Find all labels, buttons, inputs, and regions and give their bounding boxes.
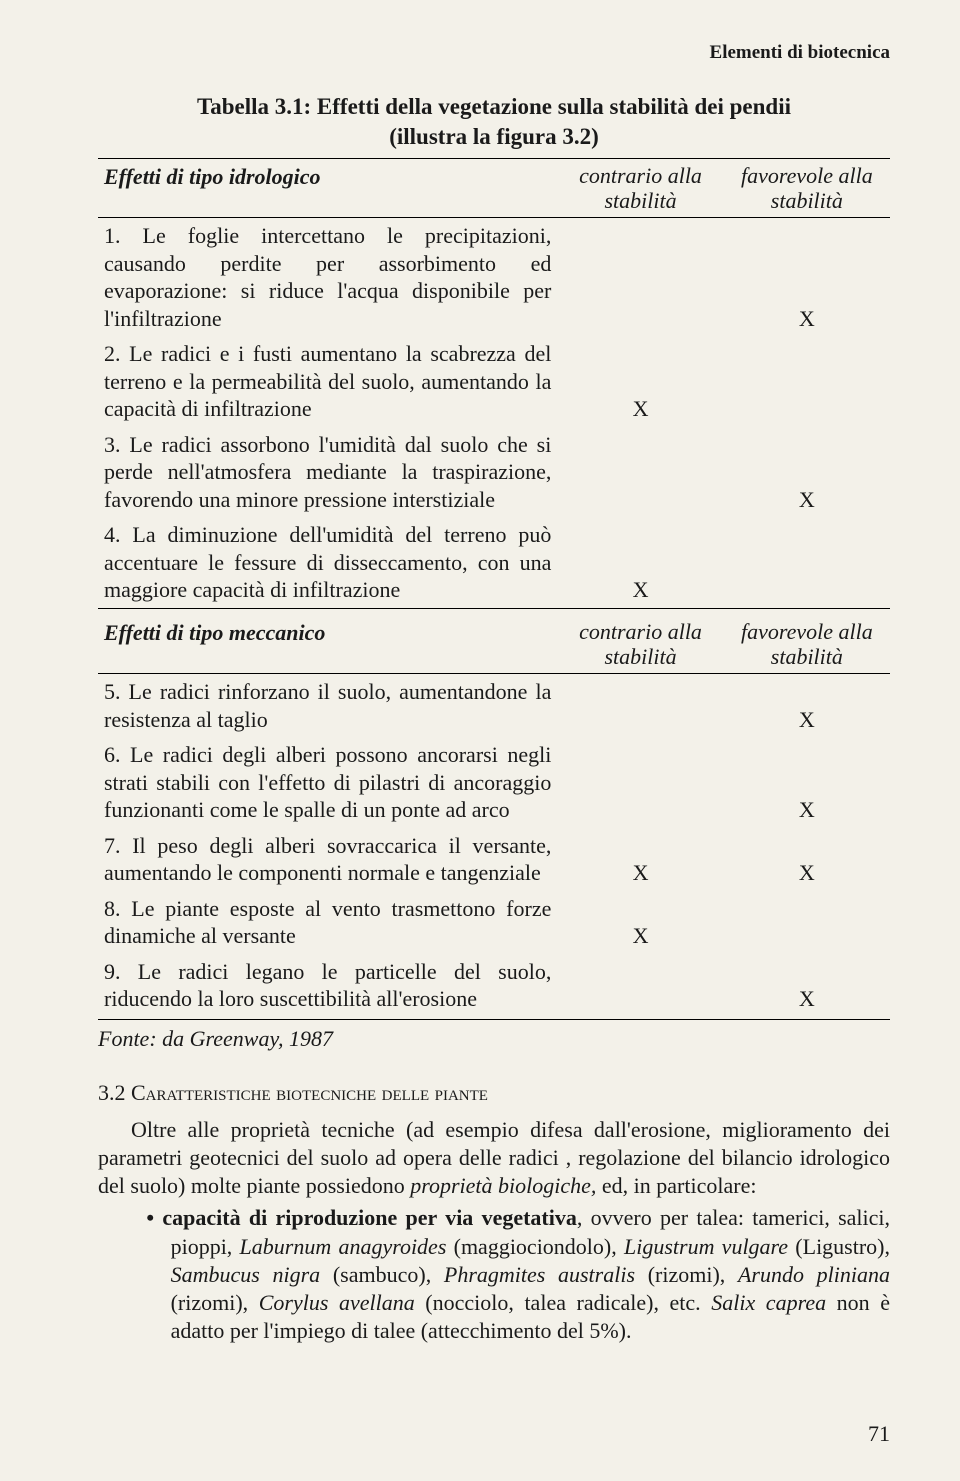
col2-a: favorevole alla	[741, 163, 873, 188]
bullet-bold: capacità di riproduzione per via vegetat…	[162, 1205, 577, 1230]
page-number: 71	[868, 1421, 890, 1447]
table-row: 6. Le radici degli alberi possono ancora…	[98, 737, 890, 828]
para-tail: ed, in particolare:	[596, 1173, 756, 1198]
table-row: 4. La diminuzione dell'umidità del terre…	[98, 517, 890, 608]
col2-b-2: stabilità	[771, 644, 843, 669]
effect-text: 6. Le radici degli alberi possono ancora…	[98, 737, 557, 828]
mark-favorable: X	[724, 674, 890, 738]
bt7: (nocciolo, talea radicale), etc.	[415, 1290, 712, 1315]
mark-contrary	[557, 737, 723, 828]
effect-text: 8. Le piante esposte al vento trasmetton…	[98, 891, 557, 954]
table-row: 9. Le radici legano le particelle del su…	[98, 954, 890, 1017]
section-heading: 3.2 Caratteristiche biotecniche delle pi…	[98, 1080, 890, 1106]
running-head: Elementi di biotecnica	[98, 42, 890, 64]
mark-contrary	[557, 427, 723, 518]
table-row: 5. Le radici rinforzano il suolo, aument…	[98, 674, 890, 738]
mark-favorable	[724, 336, 890, 427]
be7: Salix caprea	[711, 1290, 826, 1315]
col2-b: stabilità	[771, 188, 843, 213]
col1-b: stabilità	[604, 188, 676, 213]
effect-text: 3. Le radici assorbono l'umidità dal suo…	[98, 427, 557, 518]
table-source: Fonte: da Greenway, 1987	[98, 1019, 890, 1052]
table-title-line1: Tabella 3.1: Effetti della vegetazione s…	[197, 94, 791, 119]
table-row: 2. Le radici e i fusti aumentano la scab…	[98, 336, 890, 427]
section1-label: Effetti di tipo idrologico	[98, 158, 557, 218]
mark-favorable: X	[724, 218, 890, 337]
effects-table: Effetti di tipo idrologico contrario all…	[98, 158, 890, 1017]
mark-favorable	[724, 891, 890, 954]
col1-a-2: contrario alla	[579, 619, 702, 644]
be5: Arundo pliniana	[738, 1262, 890, 1287]
mark-contrary	[557, 954, 723, 1017]
section-number: 3.2	[98, 1080, 131, 1105]
col-favorable-head: favorevole alla stabilità	[724, 158, 890, 218]
effect-text: 4. La diminuzione dell'umidità del terre…	[98, 517, 557, 608]
mark-favorable: X	[724, 828, 890, 891]
table-row: 1. Le foglie intercettano le precipitazi…	[98, 218, 890, 337]
effect-text: 9. Le radici legano le particelle del su…	[98, 954, 557, 1017]
mark-contrary	[557, 674, 723, 738]
table-title-line2: (illustra la figura 3.2)	[389, 124, 599, 149]
bt2: (maggiociondolo),	[446, 1234, 624, 1259]
bt5: (rizomi),	[635, 1262, 738, 1287]
effect-text: 2. Le radici e i fusti aumentano la scab…	[98, 336, 557, 427]
para-em: proprietà biologiche,	[410, 1173, 596, 1198]
bullet-list: capacità di riproduzione per via vegetat…	[146, 1204, 890, 1345]
table-row: 3. Le radici assorbono l'umidità dal suo…	[98, 427, 890, 518]
mark-contrary	[557, 218, 723, 337]
col1-a: contrario alla	[579, 163, 702, 188]
table-row: 7. Il peso degli alberi sovraccarica il …	[98, 828, 890, 891]
effect-text: 5. Le radici rinforzano il suolo, aument…	[98, 674, 557, 738]
mark-contrary: X	[557, 336, 723, 427]
mark-favorable: X	[724, 954, 890, 1017]
bt6: (rizomi),	[171, 1290, 259, 1315]
section-title: Caratteristiche biotecniche delle piante	[131, 1080, 488, 1105]
be4: Phragmites australis	[444, 1262, 635, 1287]
mark-contrary: X	[557, 517, 723, 608]
body-paragraph: Oltre alle proprietà tecniche (ad esempi…	[98, 1116, 890, 1200]
section2-label: Effetti di tipo meccanico	[98, 608, 557, 674]
effect-text: 7. Il peso degli alberi sovraccarica il …	[98, 828, 557, 891]
col1-b-2: stabilità	[604, 644, 676, 669]
col-favorable-head-2: favorevole alla stabilità	[724, 608, 890, 674]
page: Elementi di biotecnica Tabella 3.1: Effe…	[0, 0, 960, 1481]
bt3: (Ligustro),	[788, 1234, 890, 1259]
mark-favorable	[724, 517, 890, 608]
be1: Laburnum anagyroides	[240, 1234, 447, 1259]
mark-favorable: X	[724, 427, 890, 518]
be6: Corylus avellana	[259, 1290, 415, 1315]
be2: Ligustrum vulgare	[624, 1234, 788, 1259]
effect-text: 1. Le foglie intercettano le precipitazi…	[98, 218, 557, 337]
col-contrary-head: contrario alla stabilità	[557, 158, 723, 218]
bt4: (sambuco),	[320, 1262, 444, 1287]
mark-contrary: X	[557, 891, 723, 954]
mark-contrary: X	[557, 828, 723, 891]
col2-a-2: favorevole alla	[741, 619, 873, 644]
col-contrary-head-2: contrario alla stabilità	[557, 608, 723, 674]
be3: Sambucus nigra	[171, 1262, 321, 1287]
table-title: Tabella 3.1: Effetti della vegetazione s…	[154, 92, 834, 152]
table-row: 8. Le piante esposte al vento trasmetton…	[98, 891, 890, 954]
list-item: capacità di riproduzione per via vegetat…	[146, 1204, 890, 1345]
mark-favorable: X	[724, 737, 890, 828]
